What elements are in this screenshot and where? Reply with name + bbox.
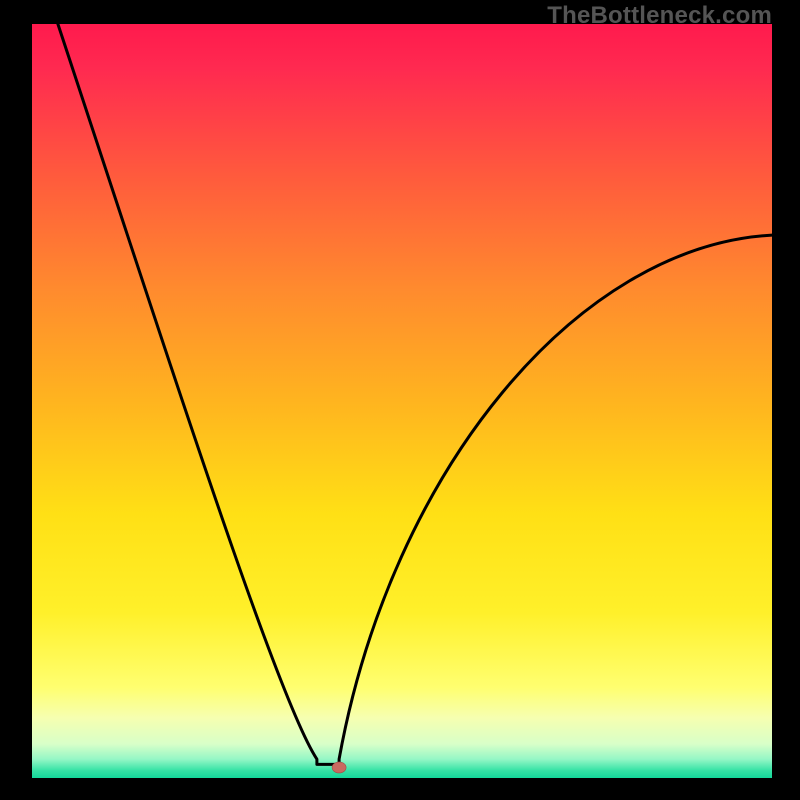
plot-area [32,24,772,778]
chart-frame: TheBottleneck.com [0,0,800,800]
optimum-marker [332,762,346,773]
gradient-background [32,24,772,778]
